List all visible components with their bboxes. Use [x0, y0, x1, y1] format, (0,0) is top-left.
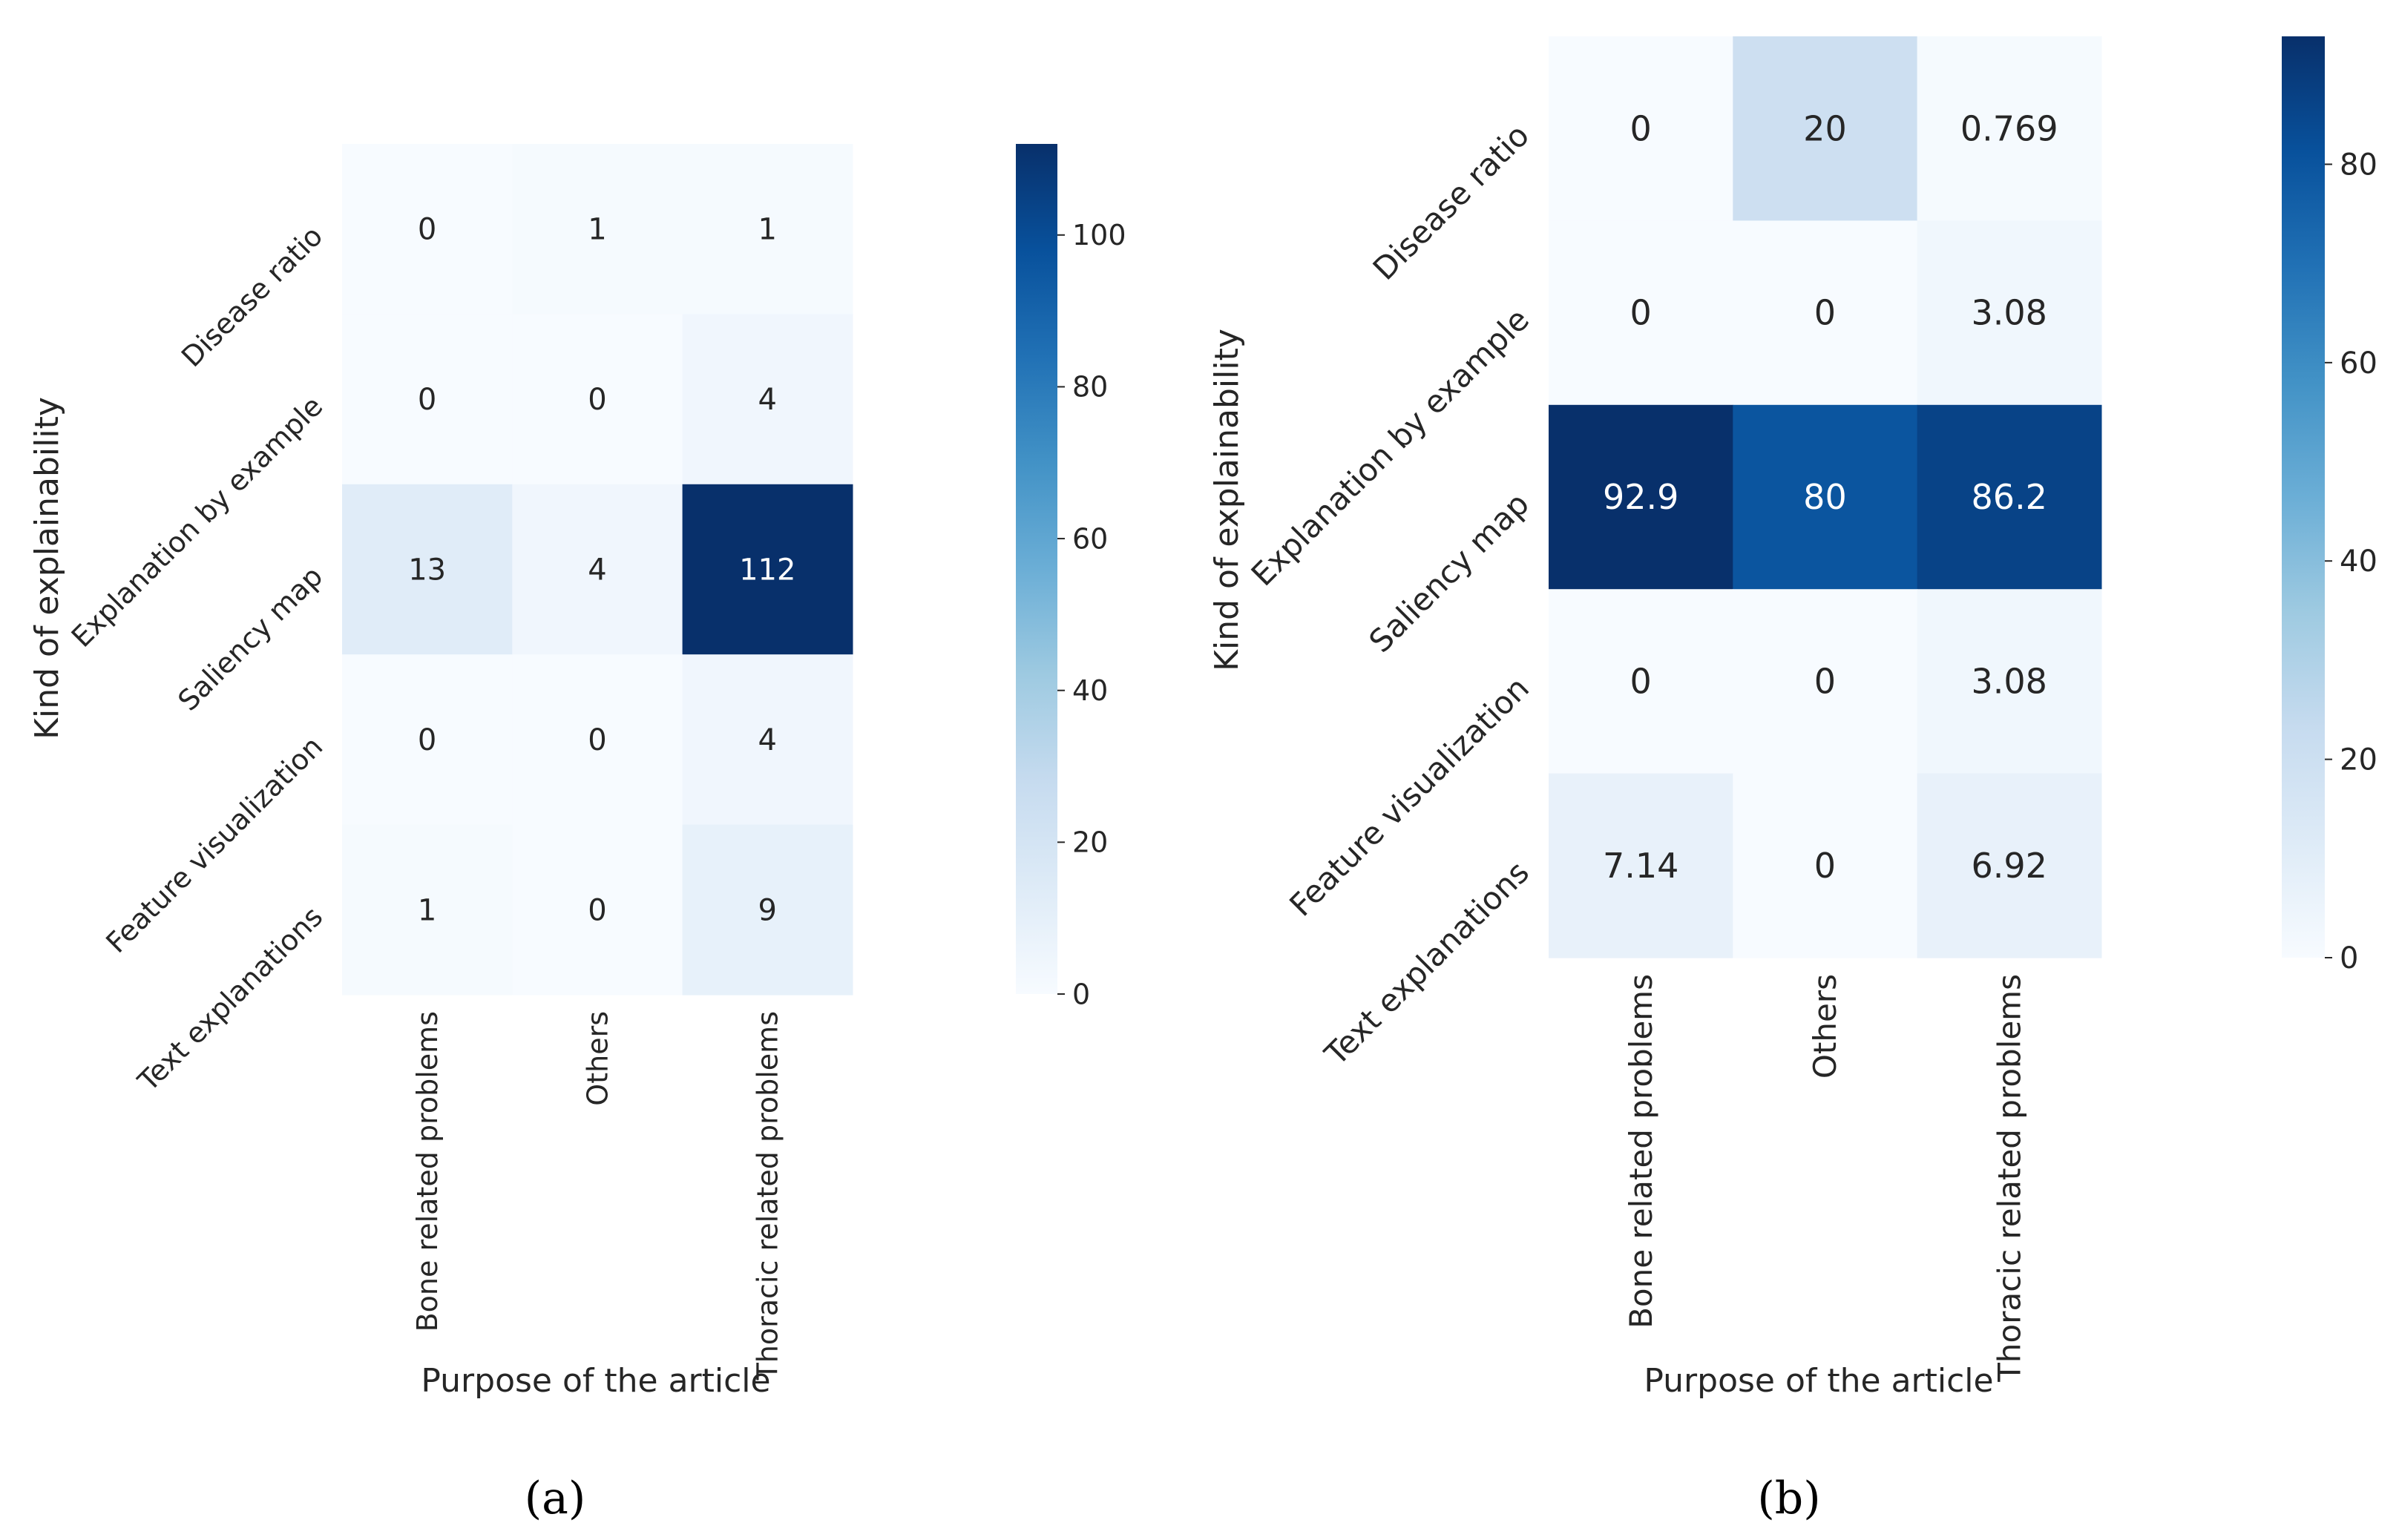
y-tick-label: Saliency map — [171, 560, 329, 717]
colorbar: 0 20 40 60 80 — [2282, 36, 2377, 975]
colorbar-gradient — [1016, 144, 1057, 994]
cell-value-label: 112 — [739, 553, 795, 588]
x-tick-label: Others — [581, 1011, 614, 1106]
cell-value-label: 80 — [1803, 477, 1847, 517]
heatmap-cell — [1917, 773, 2102, 958]
heatmap-cell — [342, 314, 513, 485]
colorbar-tick-label: 40 — [2340, 544, 2377, 579]
cell-value-label: 6.92 — [1972, 846, 2047, 886]
cell-value-label: 13 — [408, 553, 446, 588]
cell-value-label: 0 — [1814, 293, 1836, 333]
cell-value-label: 1 — [418, 893, 436, 927]
cell-value-label: 0 — [1630, 293, 1652, 333]
heatmap-cell — [512, 824, 683, 996]
heatmap-cell — [1549, 36, 1733, 221]
cell-value-label: 92.9 — [1603, 477, 1678, 517]
colorbar-gradient — [2282, 36, 2325, 958]
heatmap-cell — [682, 144, 853, 315]
heatmap-cell — [1917, 404, 2102, 590]
x-axis-label: Purpose of the article — [1644, 1362, 1993, 1400]
heatmap-cell — [512, 654, 683, 826]
colorbar-tick-label: 80 — [1072, 371, 1108, 404]
cell-value-label: 0 — [1630, 662, 1652, 702]
x-tick-label: Thoracic related problems — [1991, 974, 2027, 1383]
colorbar-tick-label: 0 — [1072, 978, 1090, 1010]
colorbar-tick-label: 80 — [2340, 148, 2377, 182]
heatmap-cell — [1733, 220, 1918, 406]
panel-label: (a) — [525, 1472, 586, 1524]
x-tick-label: Bone related problems — [411, 1011, 444, 1332]
cell-value-label: 0 — [588, 723, 606, 757]
heatmap-cell — [1549, 589, 1733, 774]
colorbar: 0 20 40 60 80 100 — [1016, 144, 1126, 1010]
y-tick-label: Text explanations — [131, 901, 329, 1099]
colorbar-tick-label: 0 — [2340, 941, 2358, 975]
heatmap-cell — [342, 824, 513, 996]
colorbar-tick-label: 100 — [1072, 219, 1126, 251]
heatmap-cell — [1917, 36, 2102, 221]
cell-value-label: 86.2 — [1972, 477, 2047, 517]
heatmap-cell — [1549, 404, 1733, 590]
heatmap-cell — [1733, 773, 1918, 958]
cell-value-label: 3.08 — [1972, 662, 2047, 702]
heatmap-cell — [512, 144, 683, 315]
heatmap-cell — [1733, 404, 1918, 590]
cell-value-label: 0 — [418, 383, 436, 417]
heatmap-cell — [512, 314, 683, 485]
heatmap-cell — [1549, 220, 1733, 406]
cell-value-label: 1 — [758, 213, 777, 247]
colorbar-tick-label: 20 — [2340, 743, 2377, 777]
heatmap-cell — [342, 144, 513, 315]
cell-value-label: 0 — [588, 383, 606, 417]
cell-value-label: 4 — [758, 383, 777, 417]
y-tick-label: Text explanations — [1317, 854, 1536, 1073]
cell-value-label: 0 — [418, 723, 436, 757]
cell-value-label: 4 — [758, 723, 777, 757]
cell-value-label: 0 — [418, 213, 436, 247]
heatmap-cell — [682, 314, 853, 485]
cell-value-label: 0 — [1814, 846, 1836, 886]
cell-value-label: 0 — [588, 893, 606, 927]
cell-value-label: 9 — [758, 893, 777, 927]
heatmap-cell — [1917, 220, 2102, 406]
heatmap-cell — [1549, 773, 1733, 958]
heatmap-cell — [342, 654, 513, 826]
x-tick-label: Bone related problems — [1623, 974, 1659, 1329]
colorbar-tick-label: 20 — [1072, 826, 1108, 859]
heatmap-cell — [1917, 589, 2102, 774]
heatmap-cell — [682, 484, 853, 655]
cell-value-label: 0.769 — [1960, 108, 2058, 148]
x-axis-label: Purpose of the article — [421, 1362, 770, 1400]
x-tick-label: Thoracic related problems — [752, 1011, 784, 1381]
cell-value-label: 20 — [1803, 108, 1847, 148]
y-axis-label: Kind of explainability — [1208, 329, 1246, 671]
heatmap-cell — [1733, 36, 1918, 221]
y-tick-label: Disease ratio — [175, 220, 329, 373]
heatmap-cell — [512, 484, 683, 655]
colorbar-tick-label: 60 — [1072, 522, 1108, 555]
cell-value-label: 0 — [1630, 108, 1652, 148]
heatmap-cell — [682, 824, 853, 996]
colorbar-tick-label: 60 — [2340, 346, 2377, 381]
colorbar-tick-label: 40 — [1072, 674, 1108, 707]
cell-value-label: 4 — [588, 553, 606, 588]
heatmap-cell — [342, 484, 513, 655]
y-axis-label: Kind of explainability — [28, 397, 66, 740]
cell-value-label: 3.08 — [1972, 293, 2047, 333]
panel-label: (b) — [1757, 1472, 1820, 1524]
cell-value-label: 7.14 — [1603, 846, 1678, 886]
cell-value-label: 0 — [1814, 662, 1836, 702]
y-tick-label: Disease ratio — [1366, 117, 1536, 287]
cell-value-label: 1 — [588, 213, 606, 247]
x-tick-label: Others — [1807, 974, 1843, 1079]
y-tick-label: Saliency map — [1362, 485, 1536, 659]
heatmap-cell — [1733, 589, 1918, 774]
heatmap-cell — [682, 654, 853, 826]
